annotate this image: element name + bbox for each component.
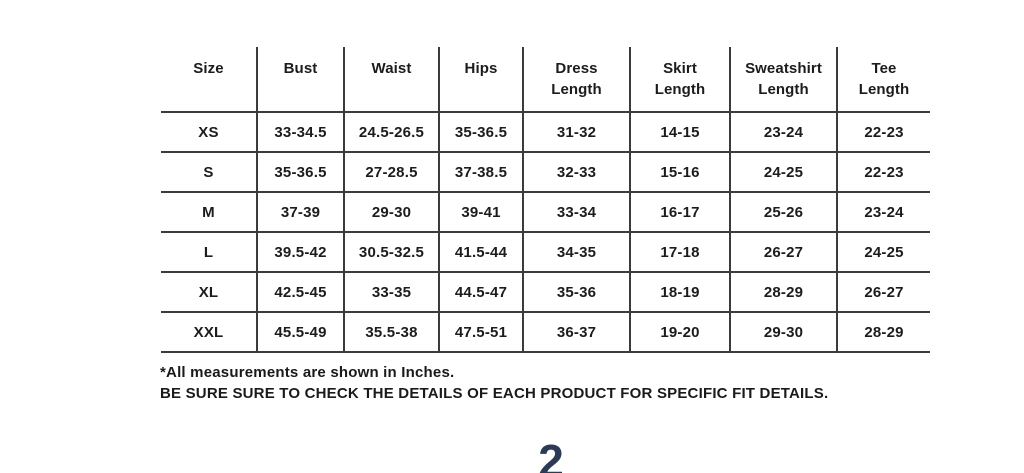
measurement-cell: 24-25 bbox=[836, 232, 930, 273]
measurement-cell: 33-35 bbox=[343, 272, 439, 313]
table-row: XXL 45.5-49 35.5-38 47.5-51 36-37 19-20 29-30 2… bbox=[161, 312, 930, 353]
table-row: XL 42.5-45 33-35 44.5-47 35-36 18-19 28-29 26-2… bbox=[161, 272, 930, 313]
measurement-cell: 42.5-45 bbox=[256, 272, 344, 313]
measurement-cell: 25-26 bbox=[729, 192, 837, 233]
measurement-cell: 29-30 bbox=[343, 192, 439, 233]
measurement-cell: 23-24 bbox=[836, 192, 930, 233]
measurement-cell: 14-15 bbox=[629, 112, 730, 153]
size-label-cell: L bbox=[161, 232, 257, 273]
measurement-cell: 19-20 bbox=[629, 312, 730, 353]
page-number-indicator[interactable]: 2 bbox=[538, 435, 564, 473]
column-header: Waist bbox=[343, 47, 439, 113]
column-header: Tee Length bbox=[836, 47, 930, 113]
measurement-cell: 30.5-32.5 bbox=[343, 232, 439, 273]
measurement-cell: 36-37 bbox=[522, 312, 630, 353]
measurement-cell: 35-36.5 bbox=[256, 152, 344, 193]
measurement-cell: 23-24 bbox=[729, 112, 837, 153]
measurement-cell: 26-27 bbox=[836, 272, 930, 313]
measurement-cell: 28-29 bbox=[729, 272, 837, 313]
table-row: S 35-36.5 27-28.5 37-38.5 32-33 15-16 24-25 22-… bbox=[161, 152, 930, 193]
measurement-cell: 45.5-49 bbox=[256, 312, 344, 353]
size-label-cell: XXL bbox=[161, 312, 257, 353]
measurement-cell: 15-16 bbox=[629, 152, 730, 193]
column-header: Bust bbox=[256, 47, 344, 113]
measurement-cell: 39-41 bbox=[438, 192, 523, 233]
column-header: Skirt Length bbox=[629, 47, 730, 113]
measurement-cell: 16-17 bbox=[629, 192, 730, 233]
table-row: L 39.5-42 30.5-32.5 41.5-44 34-35 17-18 26-27 2… bbox=[161, 232, 930, 273]
measurement-cell: 22-23 bbox=[836, 152, 930, 193]
measurement-cell: 17-18 bbox=[629, 232, 730, 273]
column-header: Sweatshirt Length bbox=[729, 47, 837, 113]
measurement-cell: 33-34 bbox=[522, 192, 630, 233]
measurement-cell: 34-35 bbox=[522, 232, 630, 273]
fit-details-warning: BE SURE SURE TO CHECK THE DETAILS OF EAC… bbox=[160, 385, 829, 402]
measurement-cell: 29-30 bbox=[729, 312, 837, 353]
column-header: Size bbox=[161, 47, 257, 113]
measurement-cell: 37-38.5 bbox=[438, 152, 523, 193]
measurement-cell: 44.5-47 bbox=[438, 272, 523, 313]
measurement-cell: 35-36.5 bbox=[438, 112, 523, 153]
table-row: XS 33-34.5 24.5-26.5 35-36.5 31-32 14-15 23-24… bbox=[161, 112, 930, 153]
size-label-cell: S bbox=[161, 152, 257, 193]
measurement-cell: 35.5-38 bbox=[343, 312, 439, 353]
measurement-cell: 24-25 bbox=[729, 152, 837, 193]
measurement-cell: 35-36 bbox=[522, 272, 630, 313]
measurement-cell: 22-23 bbox=[836, 112, 930, 153]
measurement-cell: 24.5-26.5 bbox=[343, 112, 439, 153]
measurement-cell: 26-27 bbox=[729, 232, 837, 273]
size-chart-table: Size Bust Waist Hips Dress Length Skirt Length S… bbox=[161, 47, 930, 353]
size-chart-header-row: Size Bust Waist Hips Dress Length Skirt Length S… bbox=[161, 47, 930, 113]
size-label-cell: XS bbox=[161, 112, 257, 153]
measurement-cell: 31-32 bbox=[522, 112, 630, 153]
column-header: Hips bbox=[438, 47, 523, 113]
measurement-cell: 27-28.5 bbox=[343, 152, 439, 193]
measurement-cell: 37-39 bbox=[256, 192, 344, 233]
measurement-cell: 47.5-51 bbox=[438, 312, 523, 353]
footnotes: *All measurements are shown in Inches. B… bbox=[160, 362, 828, 404]
measurements-unit-note: *All measurements are shown in Inches. bbox=[160, 364, 455, 381]
measurement-cell: 28-29 bbox=[836, 312, 930, 353]
table-row: M 37-39 29-30 39-41 33-34 16-17 25-26 23-24 bbox=[161, 192, 930, 233]
measurement-cell: 18-19 bbox=[629, 272, 730, 313]
size-label-cell: XL bbox=[161, 272, 257, 313]
size-label-cell: M bbox=[161, 192, 257, 233]
measurement-cell: 32-33 bbox=[522, 152, 630, 193]
size-chart-body: XS 33-34.5 24.5-26.5 35-36.5 31-32 14-15 23-24… bbox=[161, 112, 930, 353]
measurement-cell: 41.5-44 bbox=[438, 232, 523, 273]
measurement-cell: 33-34.5 bbox=[256, 112, 344, 153]
measurement-cell: 39.5-42 bbox=[256, 232, 344, 273]
column-header: Dress Length bbox=[522, 47, 630, 113]
